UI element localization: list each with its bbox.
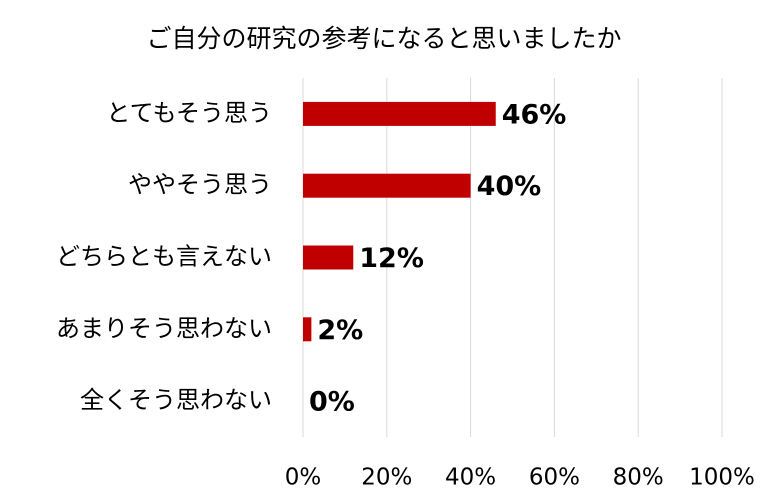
x-tick-label: 20% xyxy=(361,465,412,491)
chart-title: ご自分の研究の参考になると思いましたか xyxy=(146,24,621,53)
data-label: 46% xyxy=(502,99,567,130)
data-label: 40% xyxy=(477,171,542,202)
category-label: どちらとも言えない xyxy=(56,243,272,271)
data-label: 0% xyxy=(309,387,355,418)
data-label: 2% xyxy=(317,315,363,346)
category-label: ややそう思う xyxy=(128,171,272,199)
x-tick-label: 60% xyxy=(529,465,580,491)
category-label: とてもそう思う xyxy=(106,99,272,127)
data-label: 12% xyxy=(359,243,424,274)
x-tick-label: 40% xyxy=(445,465,496,491)
bar xyxy=(303,317,312,342)
category-label: あまりそう思わない xyxy=(56,314,272,342)
bar xyxy=(303,101,496,126)
bar xyxy=(303,173,471,198)
category-label: 全くそう思わない xyxy=(80,386,272,414)
bar xyxy=(303,245,354,270)
x-tick-label: 100% xyxy=(689,465,755,491)
x-tick-label: 0% xyxy=(285,465,322,491)
x-tick-label: 80% xyxy=(613,465,664,491)
